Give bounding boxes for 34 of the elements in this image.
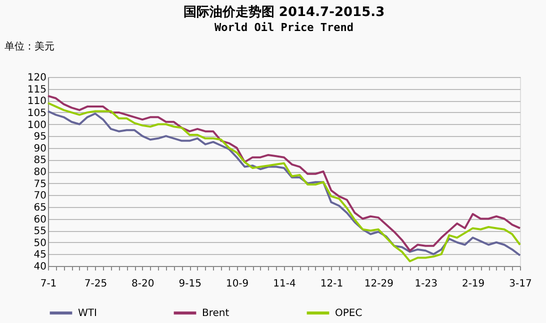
x-tick-label: 1-23 xyxy=(414,278,438,290)
y-tick-label: 50 xyxy=(34,238,46,249)
y-tick-label: 110 xyxy=(27,96,46,108)
y-tick-label: 80 xyxy=(34,167,46,178)
y-tick-label: 45 xyxy=(34,250,46,261)
y-tick-label: 40 xyxy=(34,262,46,272)
y-axis-title: 单位：美元 xyxy=(4,40,54,52)
y-tick-label: 60 xyxy=(34,214,46,226)
x-tick-label: 9-15 xyxy=(178,278,202,290)
y-tick-label: 95 xyxy=(34,132,46,143)
x-tick-label: 12-1 xyxy=(320,278,344,290)
legend-label: OPEC xyxy=(335,308,362,319)
x-tick-label: 10-9 xyxy=(226,278,249,290)
x-tick-label: 7-25 xyxy=(84,278,108,290)
y-tick-label: 100 xyxy=(27,120,46,131)
y-tick-label: 75 xyxy=(34,178,46,190)
x-tick-label: 7-1 xyxy=(40,278,57,290)
legend-label: Brent xyxy=(202,308,230,319)
y-tick-label: 70 xyxy=(34,190,46,202)
y-tick-label: 90 xyxy=(34,143,46,154)
y-tick-label: 65 xyxy=(34,202,46,214)
legend-label: WTI xyxy=(78,308,97,319)
y-tick-label: 115 xyxy=(27,84,46,96)
y-tick-label: 120 xyxy=(27,72,46,84)
x-tick-label: 12-29 xyxy=(364,278,394,290)
chart-title: 国际油价走势图 2014.7-2015.3 xyxy=(183,4,385,20)
x-tick-label: 3-17 xyxy=(509,278,532,290)
x-tick-label: 8-20 xyxy=(132,278,154,290)
y-tick-label: 105 xyxy=(27,108,46,119)
x-tick-label: 2-19 xyxy=(462,278,485,290)
y-tick-label: 55 xyxy=(34,226,46,238)
y-tick-label: 85 xyxy=(34,155,46,166)
x-tick-label: 11-4 xyxy=(273,278,296,290)
chart-subtitle: World Oil Price Trend xyxy=(214,21,354,34)
